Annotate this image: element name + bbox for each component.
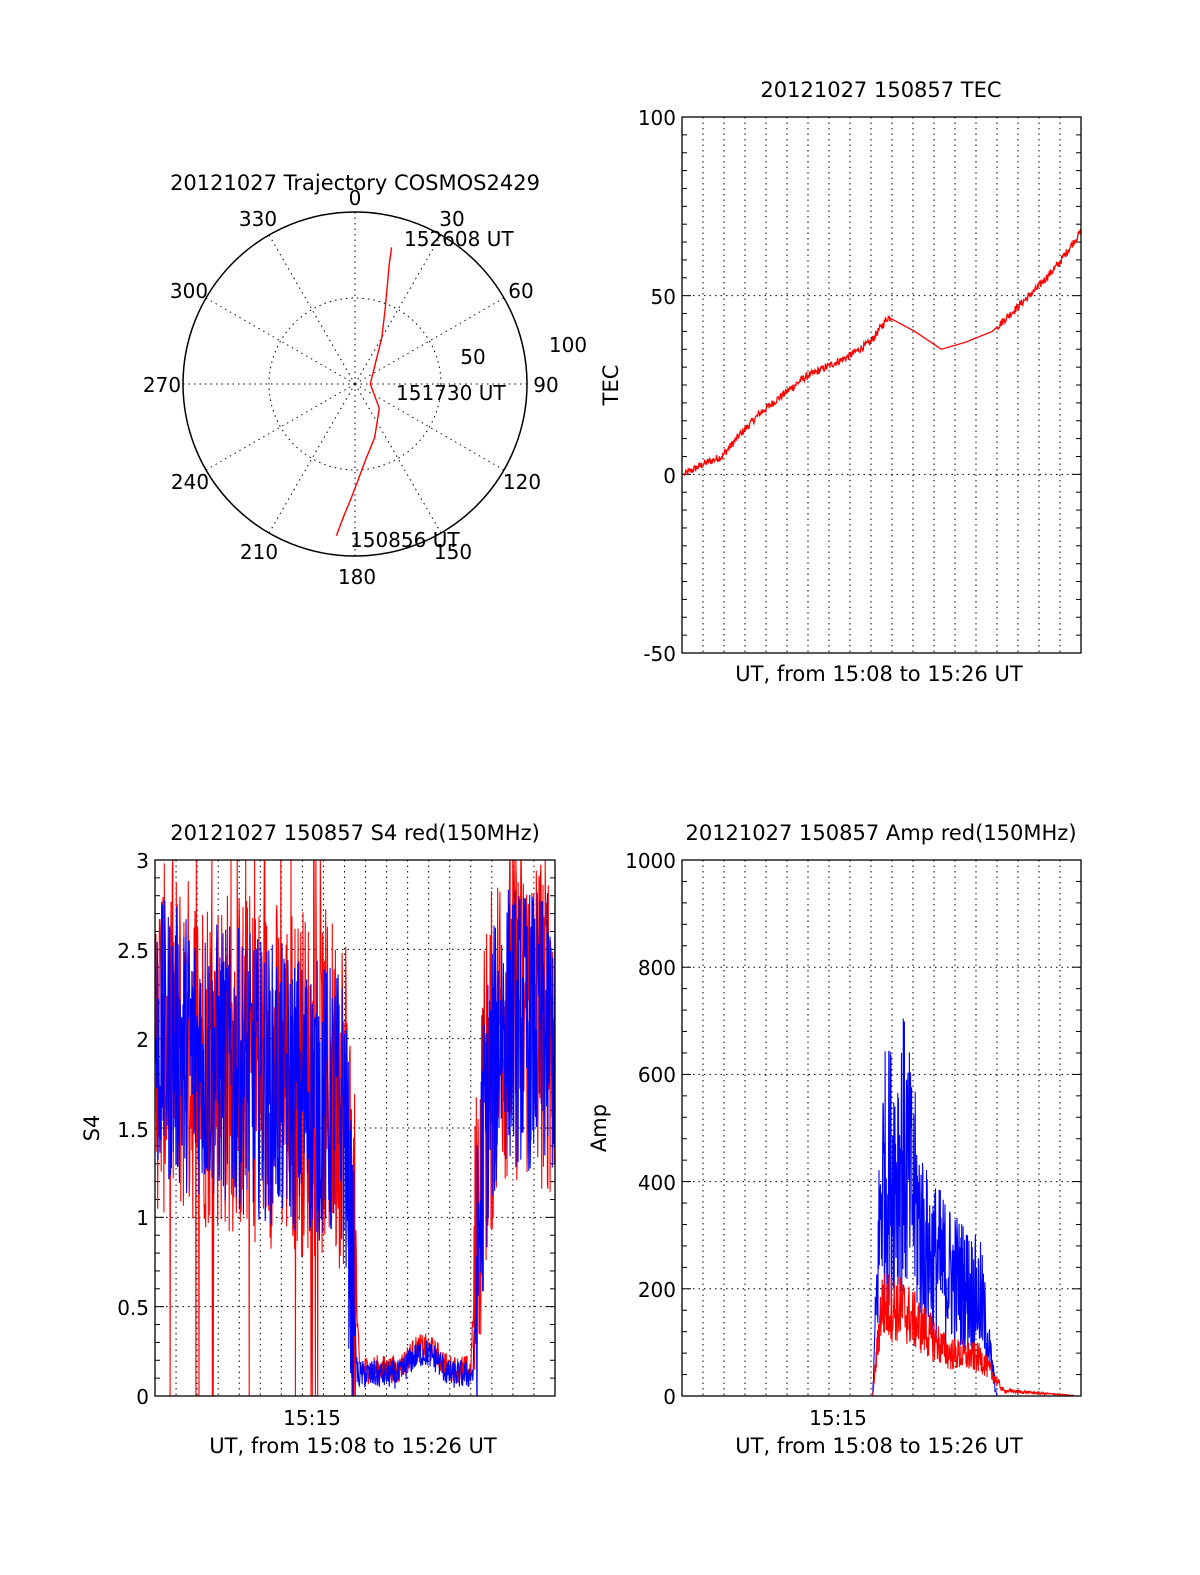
polar-spoke [354, 297, 505, 385]
tec-panel: 20121027 150857 TEC 100 50 0 -50 TEC UT,… [599, 78, 1082, 686]
tec-xlabel: UT, from 15:08 to 15:26 UT [735, 662, 1023, 686]
azimuth-label-90: 90 [533, 373, 558, 397]
amp-title: 20121027 150857 Amp red(150MHz) [685, 821, 1076, 845]
polar-spoke [205, 297, 356, 385]
s4-blue-series-line [154, 889, 556, 1397]
s4-ytick-2: 2 [136, 1028, 149, 1052]
amp-ytick-200: 200 [638, 1278, 676, 1302]
polar-grid [182, 211, 528, 557]
tec-ytick-100: 100 [638, 106, 676, 130]
polar-spoke [354, 234, 442, 385]
amp-ytick-0: 0 [663, 1385, 676, 1409]
tec-ytick-minus-50: -50 [643, 642, 676, 666]
trajectory-line [335, 247, 393, 536]
s4-ytick-1-5: 1.5 [117, 1118, 149, 1142]
tec-plot-frame [681, 116, 1082, 654]
amp-ytick-600: 600 [638, 1063, 676, 1087]
radial-label-50: 50 [460, 345, 485, 369]
azimuth-label-150: 150 [434, 540, 472, 564]
tec-series-line [683, 229, 1082, 476]
amp-ytick-1000: 1000 [625, 849, 676, 873]
tec-ytick-50: 50 [651, 285, 676, 309]
s4-ytick-1: 1 [136, 1206, 149, 1230]
polar-panel: 20121027 Trajectory COSMOS2429 0 30 60 9… [143, 171, 587, 589]
s4-xlabel: UT, from 15:08 to 15:26 UT [209, 1434, 497, 1458]
amp-plot-frame [681, 859, 1082, 1397]
azimuth-label-120: 120 [503, 470, 541, 494]
amp-grid [682, 859, 1081, 1397]
polar-spoke [354, 383, 442, 534]
s4-ylabel: S4 [80, 1115, 104, 1142]
polar-spoke [268, 234, 356, 385]
azimuth-label-60: 60 [508, 279, 533, 303]
polar-inner-circle [268, 297, 442, 471]
azimuth-label-210: 210 [240, 540, 278, 564]
amp-ylabel: Amp [587, 1104, 611, 1152]
amp-ytick-400: 400 [638, 1171, 676, 1195]
polar-spoke [268, 383, 356, 534]
amp-xtick-15-15: 15:15 [809, 1406, 867, 1430]
s4-ytick-2-5: 2.5 [117, 939, 149, 963]
amp-ytick-800: 800 [638, 956, 676, 980]
tec-ytick-0: 0 [663, 464, 676, 488]
trajectory-end-time: 152608 UT [404, 227, 514, 251]
azimuth-label-300: 300 [170, 279, 208, 303]
azimuth-label-30: 30 [439, 207, 464, 231]
s4-title: 20121027 150857 S4 red(150MHz) [170, 821, 540, 845]
azimuth-label-240: 240 [171, 470, 209, 494]
amp-panel: 20121027 150857 Amp red(150MHz) 1000 800… [587, 821, 1082, 1458]
polar-spoke [205, 383, 356, 471]
s4-ytick-0: 0 [136, 1385, 149, 1409]
trajectory-start-time: 150856 UT [350, 528, 460, 552]
s4-xtick-15-15: 15:15 [283, 1406, 341, 1430]
amp-blue-series-line [682, 1018, 1081, 1397]
radial-label-100: 100 [549, 333, 587, 357]
azimuth-label-270: 270 [143, 373, 181, 397]
trajectory-mid-time: 151730 UT [396, 381, 506, 405]
s4-ytick-3: 3 [136, 849, 149, 873]
polar-title: 20121027 Trajectory COSMOS2429 [170, 171, 540, 195]
s4-ytick-0-5: 0.5 [117, 1296, 149, 1320]
amp-xlabel: UT, from 15:08 to 15:26 UT [735, 1434, 1023, 1458]
polar-spoke [354, 383, 505, 471]
s4-plot-frame [154, 859, 556, 1397]
tec-grid [682, 116, 1081, 654]
tec-title: 20121027 150857 TEC [760, 78, 1001, 102]
azimuth-label-330: 330 [239, 207, 277, 231]
azimuth-label-0: 0 [349, 186, 362, 210]
amp-red-series-line [682, 1273, 1081, 1397]
tec-ylabel: TEC [599, 365, 623, 407]
azimuth-label-180: 180 [338, 565, 376, 589]
s4-panel: 20121027 150857 S4 red(150MHz) 3 2.5 2 1… [80, 821, 556, 1458]
